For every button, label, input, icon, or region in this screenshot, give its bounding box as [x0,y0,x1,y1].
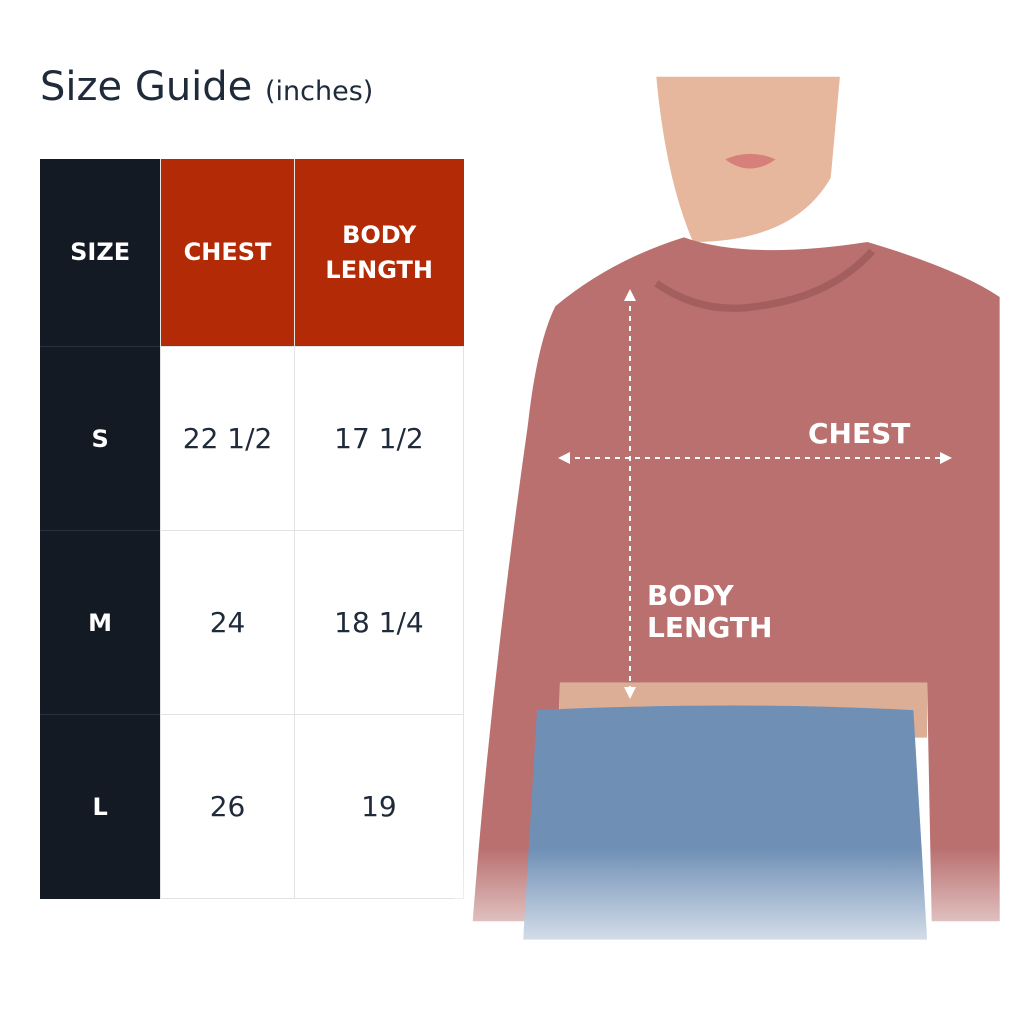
lips [725,153,776,169]
chest-cell: 22 1/2 [160,346,295,531]
header-body-length: BODY LENGTH [293,159,464,347]
body-length-cell: 19 [293,714,465,899]
arrow-head-down [624,687,636,699]
arrow-head-up [624,289,636,301]
body-length-label-2: LENGTH [647,611,773,644]
chest-label: CHEST [808,417,911,450]
chest-cell: 24 [160,530,295,715]
body-length-label-1: BODY [647,579,734,612]
model-photo [454,76,1000,980]
shirt [472,237,1000,922]
title-unit: (inches) [265,76,374,107]
header-size: SIZE [40,159,161,347]
arrow-head-left [558,452,570,464]
body-length-cell: 18 1/4 [293,530,465,715]
table-header: SIZE CHEST BODY LENGTH [40,159,464,347]
arrow-head-right [940,452,952,464]
body-length-cell: 17 1/2 [293,346,465,531]
size-cell: M [40,530,161,715]
title-main: Size Guide [40,64,253,110]
size-cell: L [40,714,161,899]
size-cell: S [40,346,161,531]
table-row: S 22 1/2 17 1/2 [40,346,465,531]
shirt-collar [654,248,875,312]
header-chest: CHEST [160,159,295,347]
size-table: SIZE CHEST BODY LENGTH S 22 1/2 17 1/2 M… [40,159,465,899]
table-row: L 26 19 [40,714,465,899]
page-title: Size Guide (inches) [40,64,373,110]
table-row: M 24 18 1/4 [40,530,465,715]
